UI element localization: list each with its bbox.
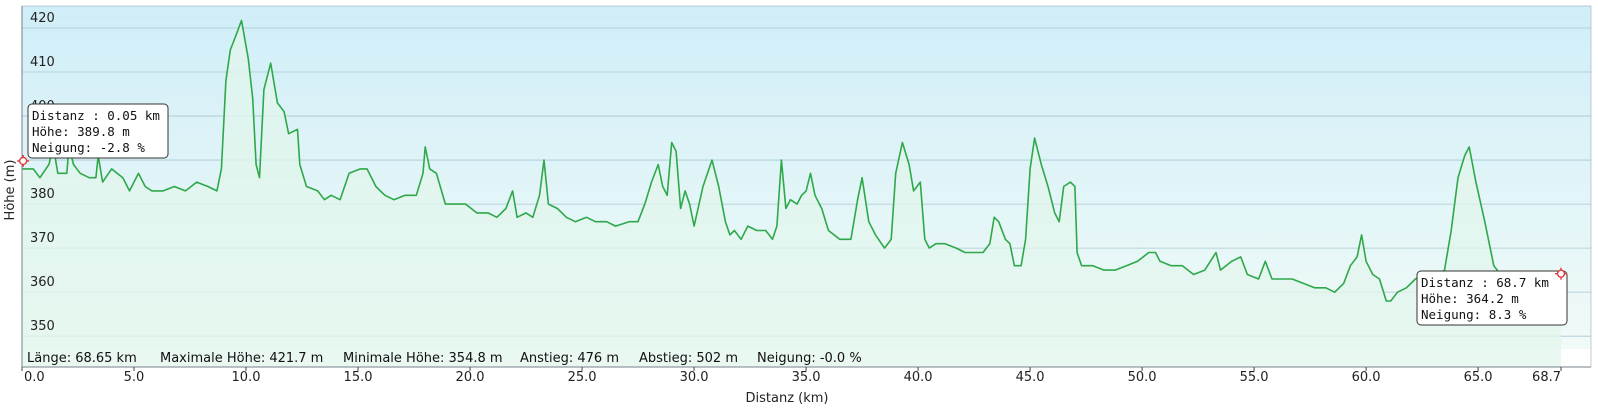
y-tick-label: 420 — [30, 11, 55, 26]
marker-dot — [18, 156, 28, 166]
y-tick-label: 410 — [30, 55, 55, 70]
x-tick-label: 10.0 — [232, 370, 261, 385]
marker-end — [1555, 267, 1567, 280]
marker-dot — [1556, 269, 1566, 278]
tooltip-end-line-3: Neigung: 8.3 % — [1421, 307, 1527, 322]
x-tick-label: 68.7 — [1532, 370, 1561, 385]
x-tick-label: 40.0 — [904, 370, 933, 385]
elevation-area — [22, 20, 1561, 367]
tooltip-start-line-3: Neigung: -2.8 % — [32, 140, 145, 155]
tooltip-end-line-1: Distanz : 68.7 km — [1421, 275, 1549, 290]
tooltip-start: Distanz : 0.05 km Höhe: 389.8 m Neigung:… — [27, 103, 169, 159]
stat-min-height: Minimale Höhe: 354.8 m — [343, 351, 503, 366]
stat-slope: Neigung: -0.0 % — [757, 351, 862, 366]
stat-ascent: Anstieg: 476 m — [520, 351, 619, 366]
tooltip-start-line-1: Distanz : 0.05 km — [32, 108, 160, 123]
y-tick-label: 350 — [30, 319, 55, 334]
x-tick-label: 5.0 — [124, 370, 145, 385]
tooltip-start-line-2: Höhe: 389.8 m — [32, 124, 130, 139]
stat-descent: Abstieg: 502 m — [639, 351, 738, 366]
x-tick-label: 15.0 — [344, 370, 373, 385]
x-tick-label: 45.0 — [1016, 370, 1045, 385]
elevation-line — [22, 19, 1562, 302]
stat-max-height: Maximale Höhe: 421.7 m — [160, 351, 323, 366]
tooltip-start-box — [27, 103, 169, 159]
stat-length: Länge: 68.65 km — [27, 351, 137, 366]
x-tick-label: 20.0 — [456, 370, 485, 385]
x-tick-label: 60.0 — [1352, 370, 1381, 385]
y-tick-label: 380 — [30, 187, 55, 202]
marker-start — [17, 154, 30, 167]
y-tick-label: 370 — [30, 231, 55, 246]
x-tick-label: 65.0 — [1464, 370, 1493, 385]
y-tick-label: 360 — [30, 275, 55, 290]
x-tick-labels: 0.0 5.0 10.0 15.0 20.0 25.0 30.0 35.0 40.0 45.0 50… — [21, 367, 1562, 385]
x-tick-label: 55.0 — [1240, 370, 1269, 385]
x-tick-label: 0.0 — [24, 370, 45, 385]
x-tick-label: 25.0 — [568, 370, 597, 385]
y-axis-title: Höhe (m) — [3, 160, 18, 221]
route-stats: Länge: 68.65 km Maximale Höhe: 421.7 m M… — [27, 351, 862, 366]
tooltip-end-box — [1416, 270, 1568, 326]
tooltip-end-line-2: Höhe: 364.2 m — [1421, 291, 1519, 306]
x-tick-label: 30.0 — [680, 370, 709, 385]
tooltip-end: Distanz : 68.7 km Höhe: 364.2 m Neigung:… — [1416, 270, 1568, 326]
x-tick-label: 50.0 — [1128, 370, 1157, 385]
x-axis-title: Distanz (km) — [746, 391, 829, 406]
x-tick-label: 35.0 — [792, 370, 821, 385]
